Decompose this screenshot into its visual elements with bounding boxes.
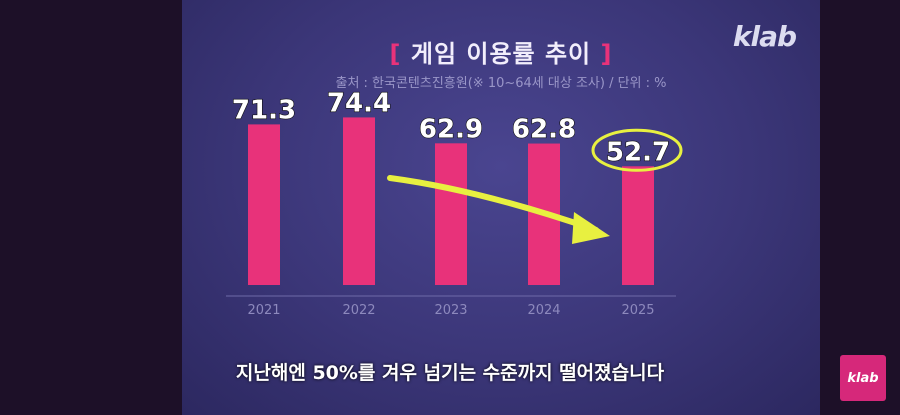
tick-label-2021: 2021	[247, 303, 280, 318]
tick-label-2023: 2023	[434, 303, 467, 318]
chart-panel: [ 게임 이용률 추이 ] 출처 : 한국콘텐츠진흥원(※ 10~64세 대상 …	[182, 0, 820, 415]
tick-label-2022: 2022	[342, 303, 375, 318]
value-label-2024: 62.8	[512, 115, 576, 145]
title-text: 게임 이용률 추이	[410, 40, 592, 68]
bar-2021	[248, 124, 280, 285]
trend-arrow-line	[387, 175, 599, 233]
bar-2023	[435, 143, 467, 285]
title-bracket-left: [	[389, 40, 402, 68]
channel-logo: klab	[840, 355, 886, 401]
value-label-2025: 52.7	[606, 137, 670, 167]
value-label-2023: 62.9	[419, 114, 483, 144]
chart-title: [ 게임 이용률 추이 ]	[182, 34, 820, 69]
klab-logo: klab	[732, 20, 797, 53]
bar-2022	[343, 117, 375, 285]
tick-label-2025: 2025	[621, 303, 654, 318]
subtitle-caption: 지난해엔 50%를 겨우 넘기는 수준까지 떨어졌습니다	[235, 362, 665, 384]
trend-arrow-head	[572, 212, 610, 244]
bar-2025	[622, 166, 654, 285]
tick-label-2024: 2024	[527, 303, 560, 318]
value-label-2022: 74.4	[327, 88, 391, 118]
chart-subtitle: 출처 : 한국콘텐츠진흥원(※ 10~64세 대상 조사) / 단위 : %	[335, 76, 667, 91]
value-label-2021: 71.3	[232, 95, 296, 125]
title-bracket-right: ]	[600, 40, 613, 68]
highlight-circle	[591, 128, 683, 172]
